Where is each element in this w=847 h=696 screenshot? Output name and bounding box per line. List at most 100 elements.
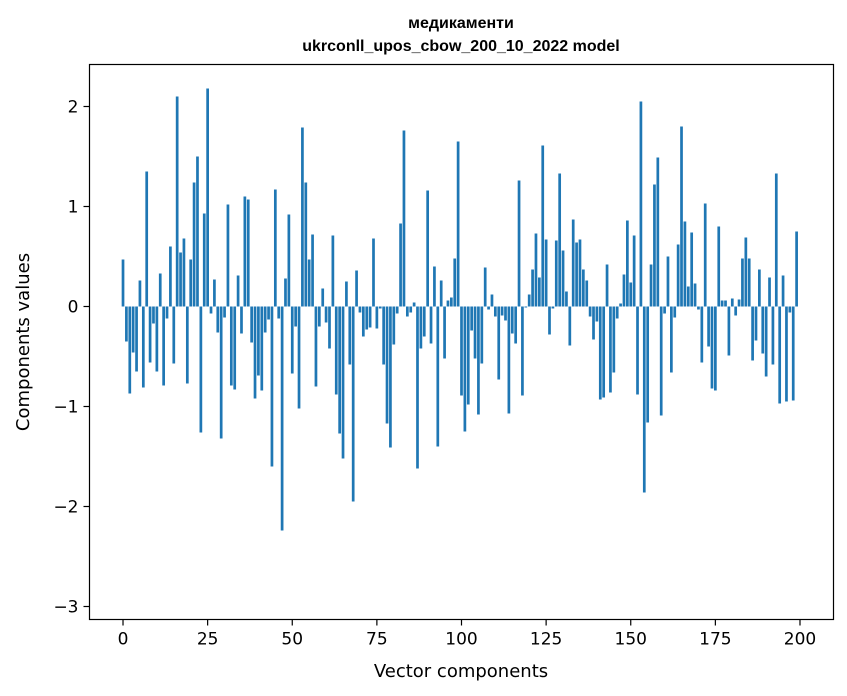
bar-43 <box>267 306 270 320</box>
bar-6 <box>141 306 145 388</box>
bar-17 <box>179 252 182 307</box>
bar-60 <box>324 306 328 323</box>
bar-193 <box>774 173 778 307</box>
bar-103 <box>470 306 474 331</box>
bar-1 <box>125 306 128 342</box>
bar-178 <box>724 300 727 307</box>
x-tick-label: 200 <box>784 630 816 650</box>
bar-169 <box>693 283 697 307</box>
bar-10 <box>155 306 159 372</box>
bar-147 <box>619 303 622 307</box>
bar-52 <box>297 306 301 409</box>
x-tick-label: 100 <box>445 630 477 650</box>
bar-69 <box>355 270 358 307</box>
bar-47 <box>280 306 284 531</box>
bar-48 <box>284 278 287 307</box>
bar-24 <box>202 213 206 307</box>
bar-168 <box>690 232 694 307</box>
bar-126 <box>548 306 551 335</box>
bar-124 <box>541 145 545 307</box>
bar-12 <box>162 306 165 386</box>
bar-109 <box>490 294 494 307</box>
bar-25 <box>206 88 209 307</box>
bar-11 <box>158 273 162 307</box>
bar-87 <box>416 306 419 469</box>
x-tick-label: 150 <box>615 630 647 650</box>
bar-67 <box>348 306 352 365</box>
bar-46 <box>277 306 281 319</box>
bar-73 <box>368 306 372 328</box>
bar-107 <box>483 267 487 307</box>
bar-81 <box>395 306 399 314</box>
bar-27 <box>213 279 216 307</box>
bar-61 <box>328 306 331 349</box>
bar-131 <box>565 291 568 307</box>
bar-162 <box>670 306 673 373</box>
bar-70 <box>358 306 362 313</box>
bar-133 <box>571 219 575 307</box>
bar-59 <box>321 288 325 307</box>
bar-175 <box>714 306 717 391</box>
bar-171 <box>700 306 704 363</box>
chart-subtitle: ukrconll_upos_cbow_200_10_2022 model <box>302 38 619 55</box>
bar-108 <box>487 306 490 310</box>
bar-113 <box>504 306 507 321</box>
bar-78 <box>385 306 389 424</box>
bar-134 <box>575 242 578 307</box>
y-tick-label: 1 <box>68 198 79 218</box>
bar-111 <box>497 306 501 380</box>
bar-192 <box>771 306 775 365</box>
bar-182 <box>737 299 741 307</box>
bar-44 <box>270 306 274 467</box>
bar-99 <box>456 141 460 307</box>
bar-156 <box>649 264 653 307</box>
x-tick-label: 50 <box>281 630 303 650</box>
bar-71 <box>361 306 365 337</box>
bar-75 <box>375 306 379 329</box>
x-tick-label: 75 <box>366 630 388 650</box>
bar-159 <box>659 306 663 416</box>
bar-55 <box>307 259 311 307</box>
bar-97 <box>449 297 453 307</box>
bar-33 <box>233 306 237 390</box>
bar-32 <box>229 306 233 386</box>
bar-152 <box>636 306 639 395</box>
bar-84 <box>405 306 409 317</box>
bar-77 <box>382 306 385 365</box>
bar-116 <box>514 306 518 344</box>
bar-115 <box>510 306 514 334</box>
bar-92 <box>433 266 436 307</box>
bar-40 <box>257 306 260 376</box>
bar-176 <box>717 226 721 307</box>
y-tick-label: −1 <box>53 398 78 418</box>
bar-141 <box>598 306 602 400</box>
bar-177 <box>720 300 724 307</box>
bar-123 <box>538 277 541 307</box>
bar-76 <box>378 306 382 309</box>
bar-118 <box>521 306 524 396</box>
bar-56 <box>311 234 314 307</box>
bar-136 <box>582 269 585 307</box>
bar-45 <box>273 189 277 307</box>
bar-18 <box>182 238 186 307</box>
bar-114 <box>507 306 511 414</box>
bar-155 <box>646 306 650 423</box>
bar-199 <box>795 231 798 307</box>
bar-8 <box>148 306 152 363</box>
bar-102 <box>466 306 470 405</box>
bar-179 <box>727 306 731 356</box>
bar-98 <box>453 258 457 307</box>
bar-142 <box>602 306 606 398</box>
bar-3 <box>131 306 135 353</box>
bar-135 <box>578 239 582 307</box>
bar-129 <box>558 173 562 307</box>
bar-42 <box>263 306 267 333</box>
bar-148 <box>622 274 626 307</box>
bar-104 <box>473 306 477 359</box>
bar-39 <box>253 306 257 399</box>
bar-53 <box>301 127 304 307</box>
bar-63 <box>334 306 338 395</box>
bar-36 <box>243 196 247 307</box>
bar-151 <box>632 235 636 307</box>
bar-96 <box>446 300 450 307</box>
